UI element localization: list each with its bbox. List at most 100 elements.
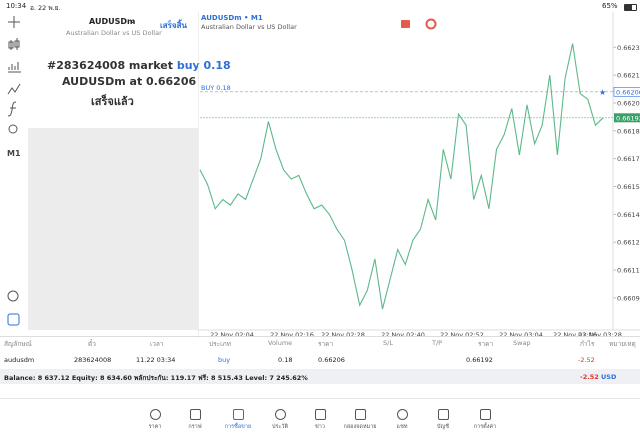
done-button[interactable]: เสร็จสิ้น [160, 21, 187, 30]
nav-icon[interactable] [438, 409, 449, 420]
price-tag [613, 87, 640, 97]
y-tick-label: 0.66185 [617, 127, 640, 135]
function-icon[interactable] [7, 101, 17, 117]
buy-star: ★ [599, 88, 606, 97]
order-panel-blank [28, 128, 198, 330]
x-tick-label: 22 Nov 03:28 [578, 331, 622, 338]
nav-label[interactable]: ข่าว [315, 424, 325, 430]
nav-label[interactable]: ราคา [148, 424, 162, 430]
objects-icon[interactable] [7, 83, 21, 95]
dropdown-arrow[interactable]: ⌄ [129, 16, 136, 25]
order-symbol-at: AUDUSDm at [62, 75, 143, 88]
divider [0, 336, 640, 337]
nav-icon[interactable] [190, 409, 201, 420]
chart-button[interactable] [425, 18, 437, 30]
nav-label[interactable]: บัญชี [437, 424, 449, 430]
column-header: ราคา [318, 340, 334, 348]
shapes-icon[interactable] [8, 124, 18, 134]
chart-button[interactable] [401, 20, 410, 28]
x-tick-label: 22 Nov 03:16 [553, 331, 597, 338]
cell: 0.66206 [318, 356, 345, 364]
battery-icon [624, 4, 637, 11]
y-tick-label: 0.66155 [617, 183, 640, 191]
currency: USD [601, 373, 617, 381]
trade-icon[interactable] [7, 290, 19, 302]
nav-icon[interactable] [150, 409, 161, 420]
chart-title: AUDUSDm • M1 [201, 14, 263, 22]
order-symbol[interactable]: AUDUSDm [89, 17, 136, 26]
x-tick-label: 22 Nov 02:40 [381, 331, 425, 338]
nav-icon[interactable] [480, 409, 491, 420]
column-header: Volume [268, 339, 293, 347]
order-status: เสร็จแล้ว [91, 95, 134, 108]
x-tick-label: 22 Nov 02:04 [210, 331, 254, 338]
nav-icon[interactable] [275, 409, 286, 420]
order-price: 0.66206 [146, 75, 197, 88]
status-date: อ. 22 พ.ย. [30, 4, 61, 12]
nav-label[interactable]: กล่องจดหมาย [343, 424, 377, 430]
bottom-nav: ราคา กราฟ การซื้อขาย ประวัติ ข่าว กล่องจดหมาย… [0, 400, 640, 447]
order-side: buy 0.18 [176, 59, 231, 72]
nav-icon[interactable] [397, 409, 408, 420]
y-tick-label: 0.66125 [617, 239, 640, 247]
bid-price: 0.66192 [616, 114, 640, 122]
x-tick-label: 22 Nov 03:04 [499, 331, 543, 338]
nav-label[interactable]: การซื้อขาย [224, 424, 252, 430]
order-ticket: #283624008 market [47, 59, 173, 72]
cell[interactable]: audusdm [4, 356, 35, 364]
column-header: หมายเหตุ [609, 340, 636, 348]
battery: 65% [602, 2, 618, 10]
nav-label[interactable]: การตั้งค่า [473, 424, 497, 430]
column-header: สัญลักษณ์ [4, 340, 32, 348]
cell: 283624008 [74, 356, 112, 364]
table-header: สัญลักษณ์ ตั๋ว เวลา ประเภท Volume ราคา S/L T/P ร… [0, 338, 640, 350]
column-header: Swap [513, 339, 531, 347]
candles-icon[interactable] [8, 38, 20, 50]
nav-icon[interactable] [315, 409, 326, 420]
column-header: เวลา [150, 340, 164, 348]
column-header: กำไร [580, 340, 595, 348]
toolbar: M1 [7, 16, 21, 326]
summary-bar [0, 369, 640, 384]
buy-price: 0.66206 [616, 88, 640, 96]
divider [0, 398, 640, 399]
timeframe[interactable]: M1 [7, 149, 21, 158]
crosshair-icon[interactable] [8, 16, 20, 28]
price-tag [614, 113, 640, 123]
chart-subtitle: Australian Dollar vs US Dollar [201, 23, 297, 31]
summary: Balance: 8 637.12 Equity: 8 634.60 พลักป… [4, 374, 308, 382]
price-line [199, 43, 604, 310]
x-tick-label: 22 Nov 02:52 [440, 331, 484, 338]
column-header: ตั๋ว [88, 340, 96, 348]
sync-icon[interactable] [7, 313, 20, 326]
cell: 0.66192 [466, 356, 493, 364]
y-tick-label: 0.66215 [617, 72, 640, 80]
nav-label[interactable]: ประวัติ [271, 424, 289, 430]
nav-icon[interactable] [355, 409, 366, 420]
y-tick-label: 0.66095 [617, 294, 640, 302]
order-panel [28, 12, 198, 128]
column-header: ราคา [478, 340, 494, 348]
nav-label[interactable]: กราฟ [188, 424, 202, 430]
x-tick-label: 22 Nov 02:28 [321, 331, 365, 338]
column-header: T/P [432, 339, 443, 347]
cell: -2.52 [578, 356, 595, 364]
cell: buy [218, 356, 231, 364]
order-description: Australian Dollar vs US Dollar [66, 29, 162, 37]
cell: 0.18 [278, 356, 293, 364]
buy-line-label: BUY 0.18 [201, 84, 231, 92]
status-time: 10:34 [6, 2, 27, 10]
cell: 11.22 03:34 [136, 356, 176, 364]
column-header: ประเภท [209, 340, 231, 348]
x-tick-label: 22 Nov 02:16 [270, 331, 314, 338]
total-profit: -2.52 [580, 373, 599, 381]
nav-label[interactable]: แชท [396, 424, 408, 430]
indicators-icon[interactable] [8, 62, 21, 73]
nav-icon[interactable] [233, 409, 244, 420]
